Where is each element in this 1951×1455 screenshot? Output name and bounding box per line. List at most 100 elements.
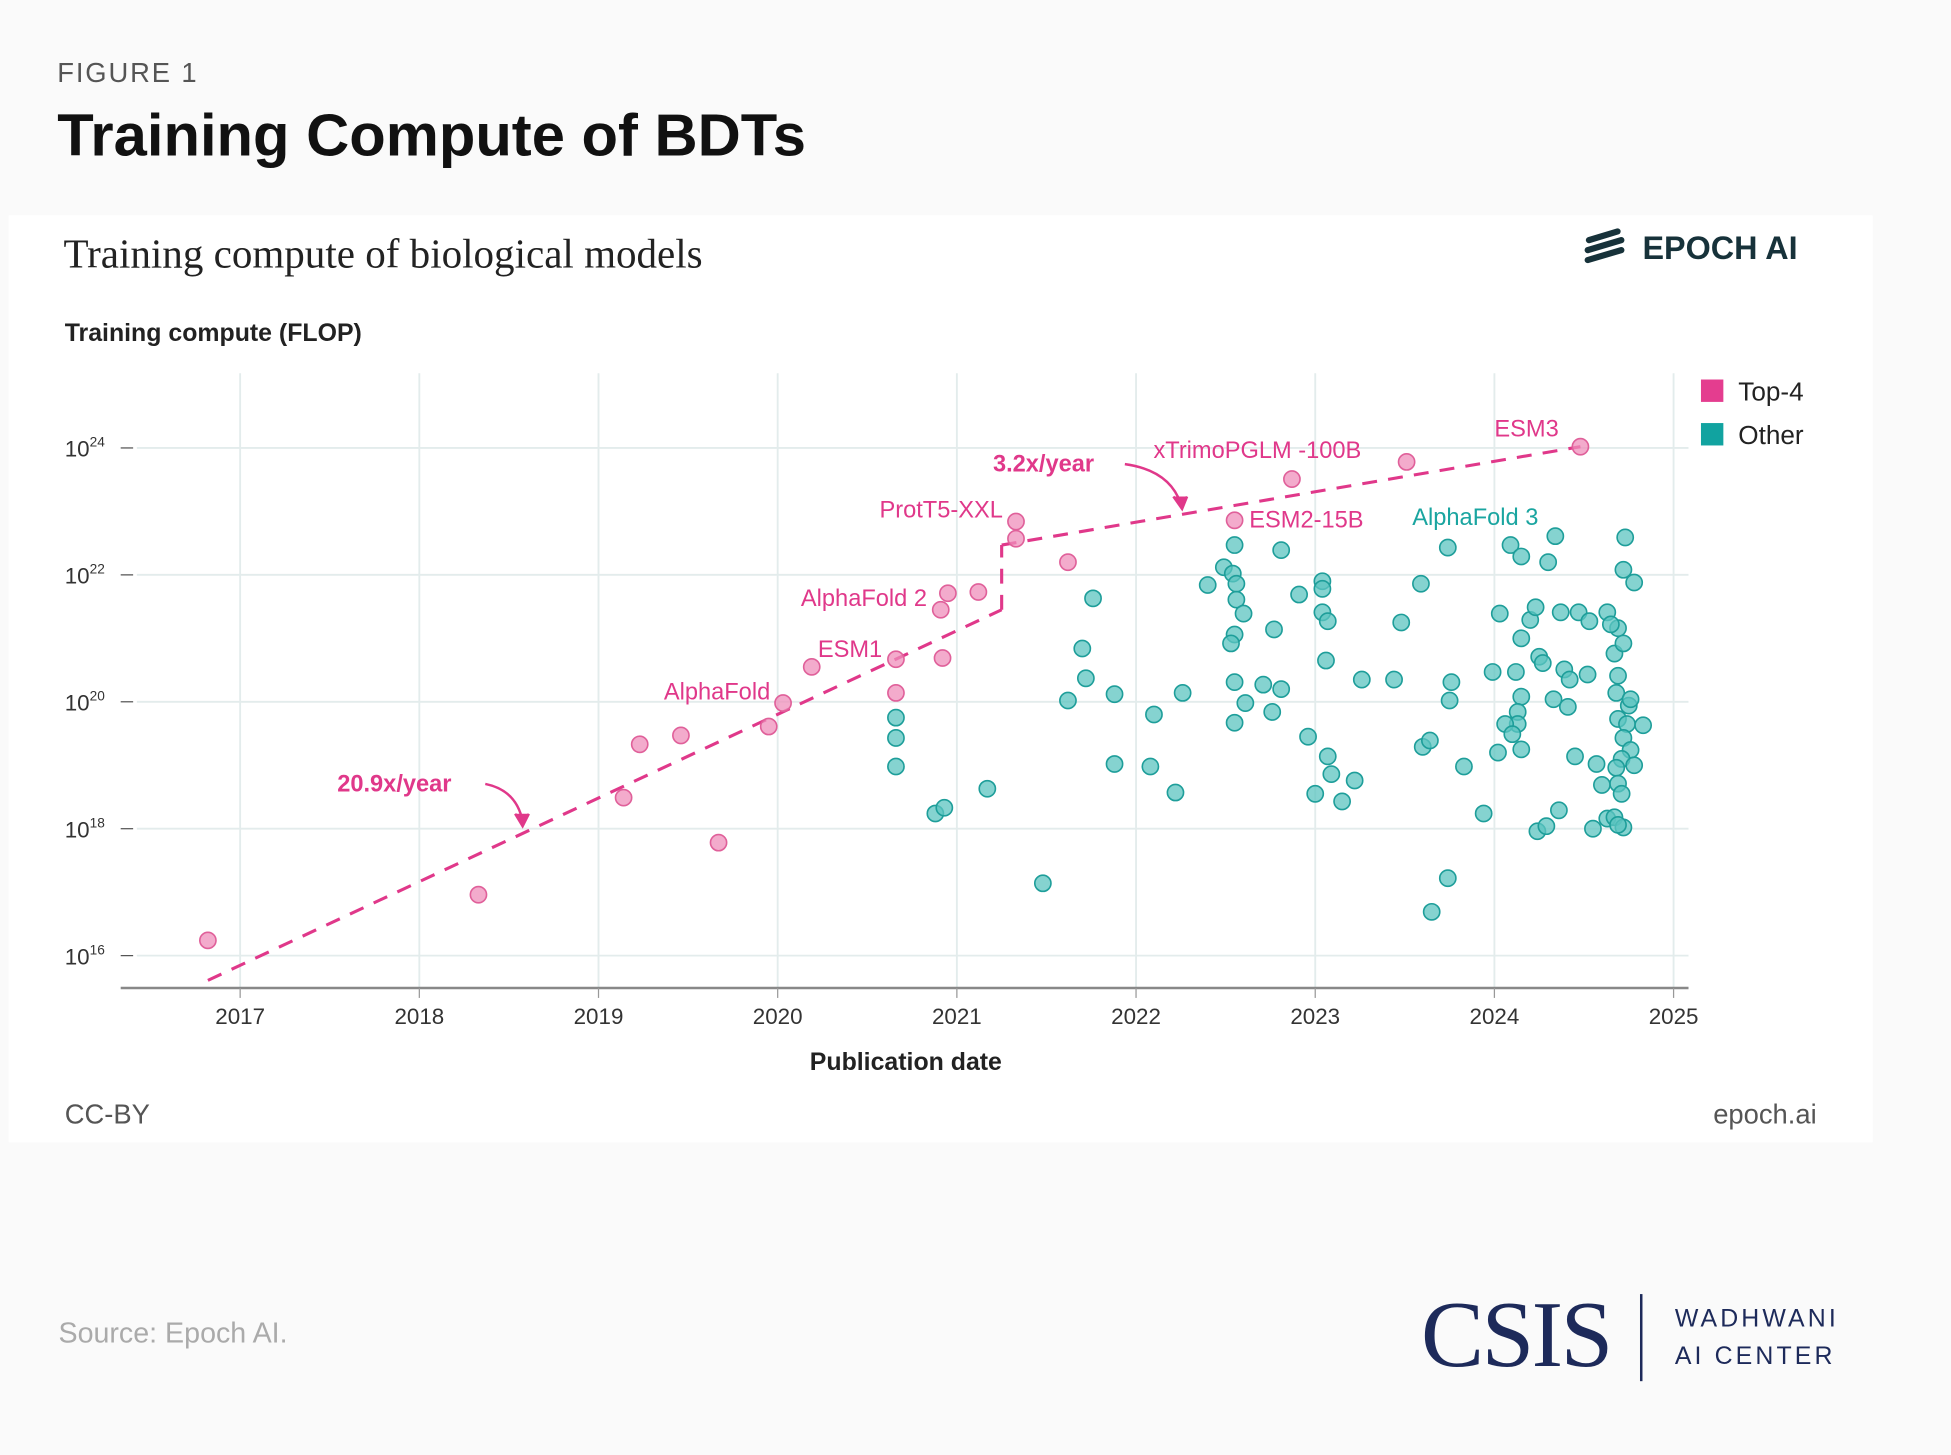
other-point	[1442, 673, 1461, 692]
other-point	[1503, 725, 1522, 744]
x-tick-label: 2024	[1470, 1004, 1520, 1029]
other-point	[1578, 665, 1597, 684]
csis-logo: CSIS	[1420, 1282, 1613, 1388]
other-point	[887, 757, 905, 776]
chart-title: Training compute of biological models	[63, 231, 702, 277]
other-point	[1634, 716, 1653, 735]
other-point	[1345, 771, 1364, 790]
label-alphafold: AlphaFold	[664, 679, 770, 705]
x-tick-label: 2017	[215, 1004, 265, 1029]
x-tick-label: 2023	[1290, 1004, 1340, 1029]
other-point	[1421, 731, 1439, 750]
other-point	[1225, 673, 1244, 692]
other-point	[1265, 620, 1283, 639]
top4-point	[1397, 453, 1416, 471]
other-point	[1526, 598, 1545, 617]
x-tick-label: 2022	[1111, 1004, 1161, 1029]
other-point	[1533, 654, 1552, 672]
other-point	[1614, 560, 1633, 579]
other-point	[1166, 783, 1185, 802]
other-point	[1560, 670, 1579, 689]
epoch-logo-icon	[1584, 228, 1625, 264]
other-point	[1616, 528, 1635, 547]
top4-point	[759, 717, 778, 736]
other-point	[1333, 792, 1351, 811]
other-point	[1322, 765, 1341, 784]
y-ticks: 1024 1022 1020 1018 1016	[65, 435, 134, 969]
other-point	[1306, 784, 1325, 803]
other-point	[1263, 703, 1282, 721]
top4-point	[630, 735, 649, 754]
other-point	[1317, 651, 1335, 670]
site-link[interactable]: epoch.ai	[1713, 1099, 1816, 1130]
other-point	[1227, 590, 1246, 609]
x-tick-label: 2021	[932, 1004, 982, 1029]
legend-swatch-other	[1700, 423, 1724, 446]
top4-point	[469, 885, 488, 904]
label-alphafold-2: AlphaFold 2	[801, 586, 927, 612]
other-point	[1173, 684, 1192, 702]
y-tick-label: 1020	[65, 689, 105, 716]
other-point	[1558, 697, 1577, 716]
legend-label-top4: Top-4	[1738, 377, 1803, 407]
other-point	[1607, 684, 1626, 702]
other-point	[1222, 634, 1240, 653]
other-point	[1612, 784, 1631, 803]
other-point	[1385, 670, 1403, 689]
legend: Top-4 Other	[1700, 377, 1804, 450]
other-point	[1580, 612, 1599, 631]
grid	[120, 373, 1689, 990]
top4-point	[802, 657, 821, 676]
other-point	[1318, 747, 1337, 766]
other-point	[1225, 713, 1244, 732]
other-point	[1601, 615, 1620, 634]
other-point	[1254, 675, 1273, 694]
label-rate-late: 3.2x/year	[993, 452, 1094, 478]
legend-label-other: Other	[1738, 420, 1804, 450]
other-point	[1412, 574, 1430, 593]
top4-point	[1007, 529, 1025, 548]
other-point	[1614, 634, 1633, 653]
epoch-logo-text: EPOCH AI	[1642, 230, 1797, 266]
other-point	[1489, 743, 1507, 762]
other-point	[1084, 589, 1102, 608]
other-point	[1551, 603, 1570, 622]
other-point	[1076, 669, 1095, 688]
other-point	[1272, 541, 1291, 560]
trendlines	[207, 445, 1581, 982]
other-point	[1501, 536, 1520, 554]
other-point	[1318, 612, 1337, 631]
other-point	[1141, 757, 1160, 776]
other-point	[1352, 670, 1371, 689]
y-tick-label: 1016	[65, 942, 105, 969]
other-point	[1438, 538, 1457, 557]
other-point	[1539, 553, 1558, 572]
other-point	[1145, 705, 1163, 724]
y-tick-label: 1022	[65, 562, 105, 589]
other-point	[1609, 815, 1627, 834]
other-point	[1512, 740, 1531, 759]
top4-point	[1283, 470, 1301, 488]
other-point	[1544, 690, 1563, 709]
other-point	[1593, 776, 1611, 794]
other-point	[1607, 758, 1626, 777]
top4-point	[939, 584, 957, 603]
other-point	[1422, 902, 1441, 921]
other-point	[1550, 801, 1568, 820]
other-point	[1105, 685, 1124, 704]
figure-label: FIGURE 1	[57, 57, 199, 89]
x-tick-label: 2018	[394, 1004, 444, 1029]
other-point	[1227, 574, 1246, 593]
x-ticks: 2017 2018 2019 2020 2021 2022 2023 2024 2025	[215, 987, 1699, 1029]
other-point	[1584, 819, 1602, 838]
arrow-icon	[485, 462, 1189, 829]
other-point	[1621, 690, 1640, 709]
epoch-logo: EPOCH AI	[1584, 228, 1798, 266]
other-point	[1587, 755, 1606, 773]
other-point	[1512, 547, 1531, 566]
other-point	[1438, 869, 1457, 888]
x-tick-label: 2025	[1649, 1004, 1699, 1029]
label-alphafold-3: AlphaFold 3	[1412, 505, 1538, 531]
